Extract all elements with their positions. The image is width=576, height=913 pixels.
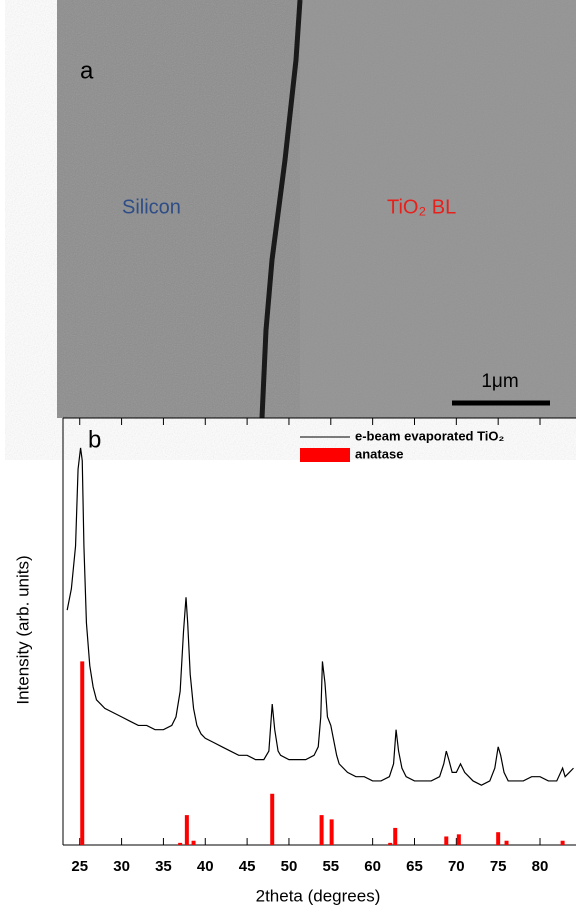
reference-peak xyxy=(388,842,393,845)
y-axis-label: Intensity (arb. units) xyxy=(13,555,32,704)
reference-peak xyxy=(560,840,565,845)
sem-film xyxy=(300,0,576,418)
x-tick-label: 40 xyxy=(197,858,214,875)
scale-bar-label: 1μm xyxy=(481,371,518,392)
x-tick-label: 60 xyxy=(364,858,381,875)
reference-peak xyxy=(191,840,196,845)
x-tick-label: 75 xyxy=(490,858,507,875)
reference-peak xyxy=(270,793,275,845)
reference-peak xyxy=(80,661,85,845)
x-tick-label: 35 xyxy=(155,858,172,875)
legend-label: anatase xyxy=(355,446,403,461)
reference-peak xyxy=(178,842,183,845)
x-tick-label: 50 xyxy=(281,858,298,875)
x-tick-label: 55 xyxy=(322,858,339,875)
reference-peak xyxy=(444,836,449,845)
x-tick-label: 80 xyxy=(532,858,549,875)
sem-image: a Silicon TiO₂ BL 1μm xyxy=(57,0,576,419)
xrd-chart: b 2theta (degrees) Intensity (arb. units… xyxy=(13,417,576,905)
plot-area xyxy=(66,447,574,845)
sem-interface xyxy=(259,0,303,419)
x-tick-label: 65 xyxy=(406,858,423,875)
legend-swatch xyxy=(300,448,350,462)
x-axis-label: 2theta (degrees) xyxy=(256,886,381,905)
legend-label: e-beam evaporated TiO₂ xyxy=(355,428,505,443)
reference-peak xyxy=(393,827,398,845)
x-tick-label: 45 xyxy=(239,858,256,875)
region-label: Silicon xyxy=(122,196,181,218)
region-label: TiO₂ BL xyxy=(387,196,456,218)
x-tick-label: 70 xyxy=(448,858,465,875)
x-tick-label: 30 xyxy=(113,858,130,875)
reference-peak xyxy=(319,815,324,845)
reference-peak xyxy=(504,840,509,845)
reference-peak xyxy=(456,834,461,845)
panel-label: b xyxy=(88,426,101,453)
x-tick-label: 25 xyxy=(71,858,88,875)
reference-peak xyxy=(184,815,189,845)
panel-label: a xyxy=(80,57,94,84)
xrd-pattern xyxy=(66,447,574,786)
reference-peak xyxy=(496,832,501,845)
reference-peak xyxy=(329,819,334,845)
